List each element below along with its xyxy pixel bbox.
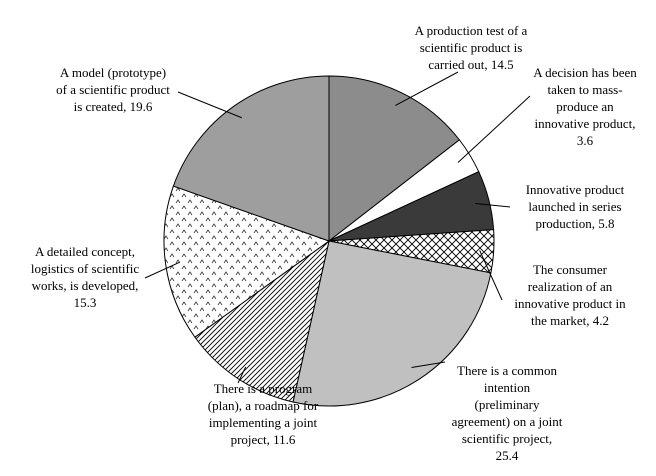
slice-label-model-prototype: A model (prototype) of a scientific prod…: [56, 65, 170, 114]
leader-line-program-roadmap: [237, 366, 247, 384]
slice-label-consumer-realization: The consumer realization of an innovativ…: [514, 262, 626, 328]
leader-line-common-intention: [411, 361, 446, 368]
slice-label-production-test: A production test of a scientific produc…: [414, 23, 528, 72]
pie-slice-program-roadmap: [194, 239, 330, 403]
slice-label-series-production: Innovative product launched in series pr…: [525, 182, 625, 231]
pie-slice-model-prototype: [172, 75, 330, 242]
leader-line-detailed-concept: [144, 261, 180, 279]
slice-label-decision-mass-produce: A decision has been taken to mass- produ…: [533, 65, 637, 148]
leader-line-consumer-realization: [479, 250, 503, 301]
leader-line-decision-mass-produce: [457, 95, 531, 163]
pie-slice-common-intention: [292, 240, 492, 407]
slice-label-common-intention: There is a common intention (preliminary…: [451, 363, 563, 463]
leader-line-model-prototype: [177, 91, 242, 119]
slice-label-program-roadmap: There is a program (plan), a roadmap for…: [207, 381, 319, 447]
leader-line-series-production: [475, 202, 511, 208]
slice-label-detailed-concept: A detailed concept, logistics of scienti…: [30, 244, 140, 310]
pie-slice-detailed-concept: [163, 185, 331, 338]
pie-slice-production-test: [328, 75, 461, 243]
leader-line-production-test: [395, 71, 459, 106]
